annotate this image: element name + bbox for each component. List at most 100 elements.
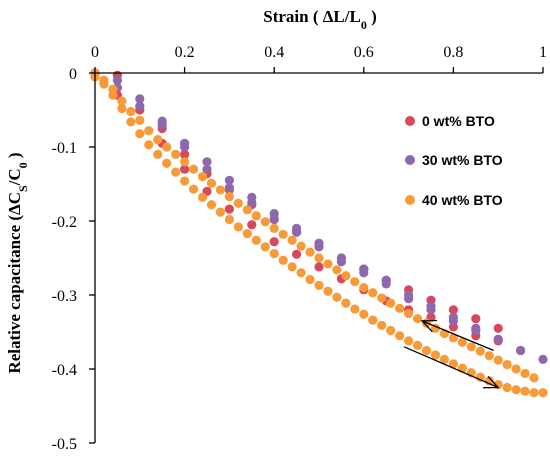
legend-marker xyxy=(405,116,415,126)
data-point xyxy=(180,164,190,174)
data-point xyxy=(197,192,208,202)
data-point xyxy=(448,333,458,343)
x-tick-label: 0.2 xyxy=(175,44,195,61)
y-tick-label: -0.5 xyxy=(52,436,77,453)
data-point xyxy=(188,184,199,194)
data-point xyxy=(135,129,145,139)
data-point xyxy=(404,336,414,346)
data-point xyxy=(180,176,190,186)
data-point xyxy=(386,325,396,336)
data-point xyxy=(180,142,190,152)
data-point xyxy=(112,75,122,85)
data-point xyxy=(292,227,302,237)
data-point xyxy=(520,386,530,396)
x-tick-label: 0.8 xyxy=(443,44,463,61)
data-point xyxy=(233,198,243,208)
data-point xyxy=(314,242,324,252)
data-point xyxy=(188,164,199,174)
data-point xyxy=(448,305,458,315)
data-point xyxy=(395,303,405,313)
y-tick-label: -0.3 xyxy=(52,288,77,305)
data-point xyxy=(260,242,270,252)
data-point xyxy=(457,337,467,347)
legend-label: 40 wt% BTO xyxy=(422,192,503,208)
data-point xyxy=(144,140,154,150)
data-point xyxy=(412,340,423,350)
series-0 xyxy=(90,68,526,356)
data-point xyxy=(153,135,163,145)
data-point xyxy=(350,277,360,287)
data-point xyxy=(341,271,351,281)
data-point xyxy=(493,355,503,365)
data-point xyxy=(242,228,252,239)
legend-marker xyxy=(405,155,415,165)
data-point xyxy=(516,345,526,356)
y-axis-title: Relative capacitance (ΔCS/C0 ) xyxy=(5,152,30,373)
x-axis-title: Strain ( ΔL/L0 ) xyxy=(263,7,376,32)
data-point xyxy=(162,142,172,152)
data-point xyxy=(135,115,145,125)
data-point xyxy=(108,90,118,100)
data-point xyxy=(448,359,458,369)
x-tick-label: 0.6 xyxy=(354,44,374,61)
data-point xyxy=(502,382,512,393)
data-point xyxy=(269,214,279,224)
axes xyxy=(94,72,543,443)
data-point xyxy=(269,248,279,259)
legend-label: 30 wt% BTO xyxy=(422,152,503,168)
data-point xyxy=(404,308,414,319)
data-point xyxy=(538,354,548,364)
data-point xyxy=(412,314,423,324)
legend: 0 wt% BTO 30 wt% BTO 40 wt% BTO xyxy=(405,113,503,208)
data-point xyxy=(386,298,396,308)
x-tick-label: 0.4 xyxy=(264,44,284,61)
y-tick-label: -0.2 xyxy=(52,214,77,231)
data-point xyxy=(323,259,333,269)
ticks: 0 0.2 0.4 0.6 0.8 1 0 -0.1 -0.2 -0.3 -0.4 -0.5 xyxy=(52,44,547,453)
y-tick-label: -0.4 xyxy=(52,362,77,379)
legend-label: 0 wt% BTO xyxy=(422,113,495,129)
data-point xyxy=(314,280,324,290)
data-point xyxy=(502,359,512,370)
data-point xyxy=(224,191,234,202)
data-point xyxy=(251,211,261,221)
data-point xyxy=(287,262,297,272)
data-point xyxy=(224,214,234,225)
data-point xyxy=(287,235,297,245)
data-point xyxy=(529,373,539,383)
data-point xyxy=(305,247,315,257)
data-point xyxy=(421,345,432,356)
data-point xyxy=(296,241,306,251)
data-point xyxy=(224,175,234,185)
data-point xyxy=(475,346,485,356)
data-point xyxy=(197,172,208,182)
data-point xyxy=(336,257,346,267)
data-point xyxy=(381,279,391,289)
data-point xyxy=(448,316,458,326)
data-point xyxy=(233,222,243,232)
y-tick-label: -0.1 xyxy=(52,140,77,157)
data-point xyxy=(511,364,521,374)
data-point xyxy=(247,220,257,230)
data-point xyxy=(247,197,257,208)
data-point xyxy=(538,388,548,398)
data-point xyxy=(377,293,387,303)
data-point xyxy=(314,262,324,272)
data-point xyxy=(206,178,217,188)
data-point xyxy=(278,255,288,265)
data-point xyxy=(466,342,476,352)
data-point xyxy=(99,79,109,89)
data-point xyxy=(171,149,181,159)
data-point xyxy=(395,331,405,341)
data-point xyxy=(314,253,324,263)
data-point xyxy=(511,385,521,395)
legend-marker xyxy=(405,195,415,205)
data-point xyxy=(426,305,436,315)
data-point xyxy=(341,298,351,308)
data-point xyxy=(126,117,136,127)
data-point xyxy=(439,354,450,364)
data-point xyxy=(162,158,172,168)
data-point xyxy=(484,351,494,361)
data-point xyxy=(493,334,503,344)
